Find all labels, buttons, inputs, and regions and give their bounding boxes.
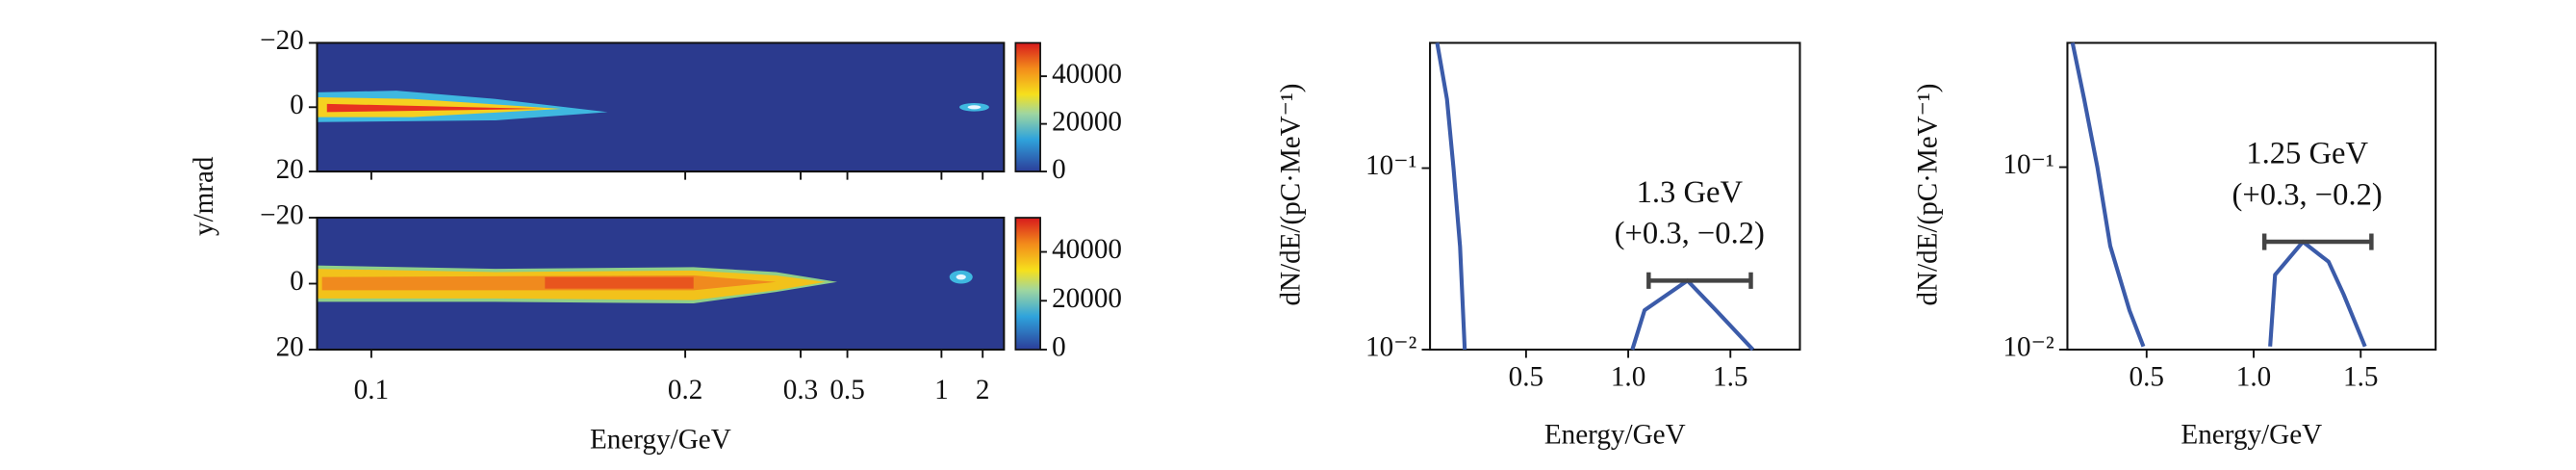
y-tick-label: −20 <box>260 25 304 56</box>
beam-signal <box>317 265 973 304</box>
x-tick-label: 1.0 <box>2236 362 2271 393</box>
annotation: 1.25 GeV <box>2246 136 2368 170</box>
x-axis-label: Energy/GeV <box>590 425 731 456</box>
spectrum-line <box>1630 278 1755 352</box>
colorbar <box>1014 41 1041 172</box>
y-tick-label: 10⁻¹ <box>1365 150 1416 181</box>
y-tick-label: 20 <box>276 332 304 363</box>
peak-spot <box>967 105 982 110</box>
beam-core <box>326 103 546 113</box>
y-tick-label: 10⁻¹ <box>2002 149 2053 180</box>
y-tick-label: 10⁻² <box>1365 332 1417 363</box>
spectrum-line <box>1435 42 1467 351</box>
colorbar-tick-label: 0 <box>1052 332 1066 363</box>
colorbar-tick-label: 40000 <box>1052 234 1122 265</box>
error-bar <box>1646 272 1753 289</box>
annotation: (+0.3, −0.2) <box>2232 177 2383 212</box>
y-tick-label: 20 <box>276 154 304 185</box>
spectrum-line <box>2268 239 2367 348</box>
y-axis-label: dN/dE/(pC·MeV⁻¹) <box>1275 84 1306 306</box>
x-tick-label: 1.5 <box>1713 362 1747 393</box>
colorbar-tick-label: 20000 <box>1052 283 1122 314</box>
annotation: 1.3 GeV <box>1637 175 1744 210</box>
x-tick-label: 0.5 <box>2130 362 2164 393</box>
x-tick-label: 0.2 <box>668 375 702 405</box>
beam-core <box>545 276 694 289</box>
y-axis-label: dN/dE/(pC·MeV⁻¹) <box>1913 84 1944 306</box>
x-tick-label: 1 <box>934 375 949 405</box>
x-tick-label: 2 <box>976 375 990 405</box>
y-tick-label: −20 <box>260 200 304 231</box>
x-tick-label: 0.1 <box>354 375 389 405</box>
x-tick-label: 0.3 <box>783 375 818 405</box>
plot-frame <box>1429 41 1801 352</box>
x-axis-label: Energy/GeV <box>2181 419 2322 450</box>
x-axis-label: Energy/GeV <box>1544 419 1686 450</box>
y-tick-label: 0 <box>290 90 304 120</box>
x-tick-label: 1.5 <box>2343 362 2378 393</box>
y-tick-label: 10⁻² <box>2002 332 2054 363</box>
y-axis-label: y/mrad <box>189 156 219 236</box>
peak-spot <box>956 274 966 280</box>
x-tick-label: 0.5 <box>1509 362 1543 393</box>
plot-frame <box>2066 41 2437 352</box>
colorbar <box>1014 217 1041 351</box>
beam-signal <box>317 91 989 122</box>
colorbar-tick-label: 0 <box>1052 154 1066 185</box>
x-tick-label: 1.0 <box>1611 362 1645 393</box>
y-tick-label: 0 <box>290 266 304 297</box>
spectrum-line <box>2070 42 2146 348</box>
colorbar-tick-label: 20000 <box>1052 106 1122 137</box>
x-tick-label: 0.5 <box>829 375 864 405</box>
colorbar-tick-label: 40000 <box>1052 59 1122 90</box>
annotation: (+0.3, −0.2) <box>1615 217 1765 251</box>
error-bar <box>2261 233 2374 250</box>
